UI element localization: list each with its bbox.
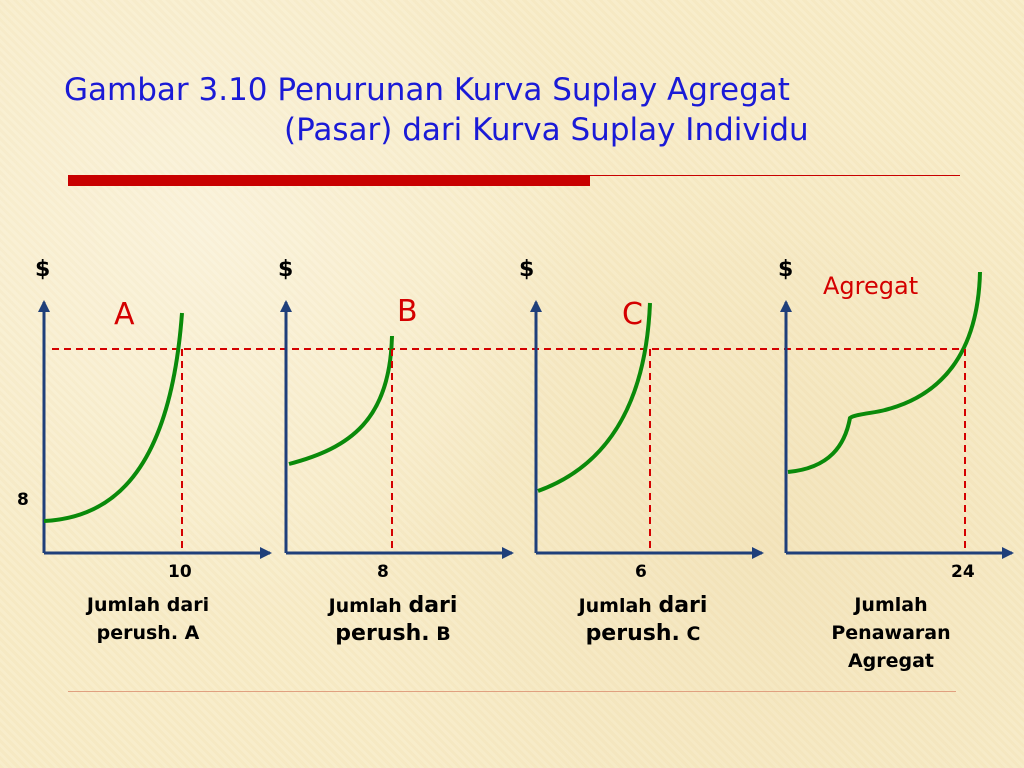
panel-a [38, 300, 272, 559]
curve-label-b: B [397, 294, 418, 329]
caption-c: Jumlah dari perush. C [548, 592, 738, 648]
panel-b [280, 300, 514, 559]
title-line-2: (Pasar) dari Kurva Suplay Individu [284, 112, 809, 148]
x-tick-c: 6 [635, 562, 647, 582]
title-underline-thin [590, 175, 960, 176]
supply-curve-b [288, 335, 394, 466]
caption-b-jumlah: Jumlah [328, 595, 402, 617]
title-underline-thick [68, 175, 590, 186]
caption-b: Jumlah dari perush. B [298, 592, 488, 648]
y-axis-label-c: $ [519, 257, 535, 282]
caption-a-line-1: Jumlah dari [86, 594, 210, 616]
x-tick-a: 10 [168, 562, 192, 582]
caption-b-perush: perush. [335, 621, 430, 646]
y-axis-label-b: $ [278, 257, 294, 282]
slide-title: Gambar 3.10 Penurunan Kurva Suplay Agreg… [60, 70, 890, 150]
curve-label-aggregate: Agregat [823, 272, 919, 300]
caption-b-letter: B [436, 623, 451, 645]
supply-curve-c [537, 302, 652, 493]
curve-label-a: A [114, 297, 135, 332]
caption-aggregate: Jumlah Penawaran Agregat [806, 591, 976, 675]
caption-c-dari: dari [658, 593, 708, 618]
y-tick-8: 8 [17, 490, 29, 510]
caption-c-jumlah: Jumlah [578, 595, 652, 617]
panel-c [530, 300, 764, 559]
supply-curve-a [43, 312, 184, 523]
caption-aggregate-line-3: Agregat [847, 650, 935, 672]
caption-c-perush: perush. [585, 621, 680, 646]
title-line-1: Gambar 3.10 Penurunan Kurva Suplay Agreg… [64, 72, 790, 108]
caption-aggregate-line-2: Penawaran [831, 622, 951, 644]
caption-aggregate-line-1: Jumlah [854, 594, 928, 616]
y-axis-label-aggregate: $ [778, 257, 794, 282]
caption-b-dari: dari [408, 593, 458, 618]
y-axis-label-a: $ [35, 257, 51, 282]
panel-aggregate [780, 271, 1014, 559]
bottom-divider [68, 691, 956, 692]
caption-c-letter: C [686, 623, 701, 645]
x-tick-b: 8 [377, 562, 389, 582]
supply-curve-aggregate [787, 271, 982, 474]
curve-label-c: C [622, 297, 643, 332]
caption-a-line-2: perush. A [96, 622, 200, 644]
caption-a: Jumlah dari perush. A [58, 591, 238, 647]
x-tick-aggregate: 24 [951, 562, 975, 582]
